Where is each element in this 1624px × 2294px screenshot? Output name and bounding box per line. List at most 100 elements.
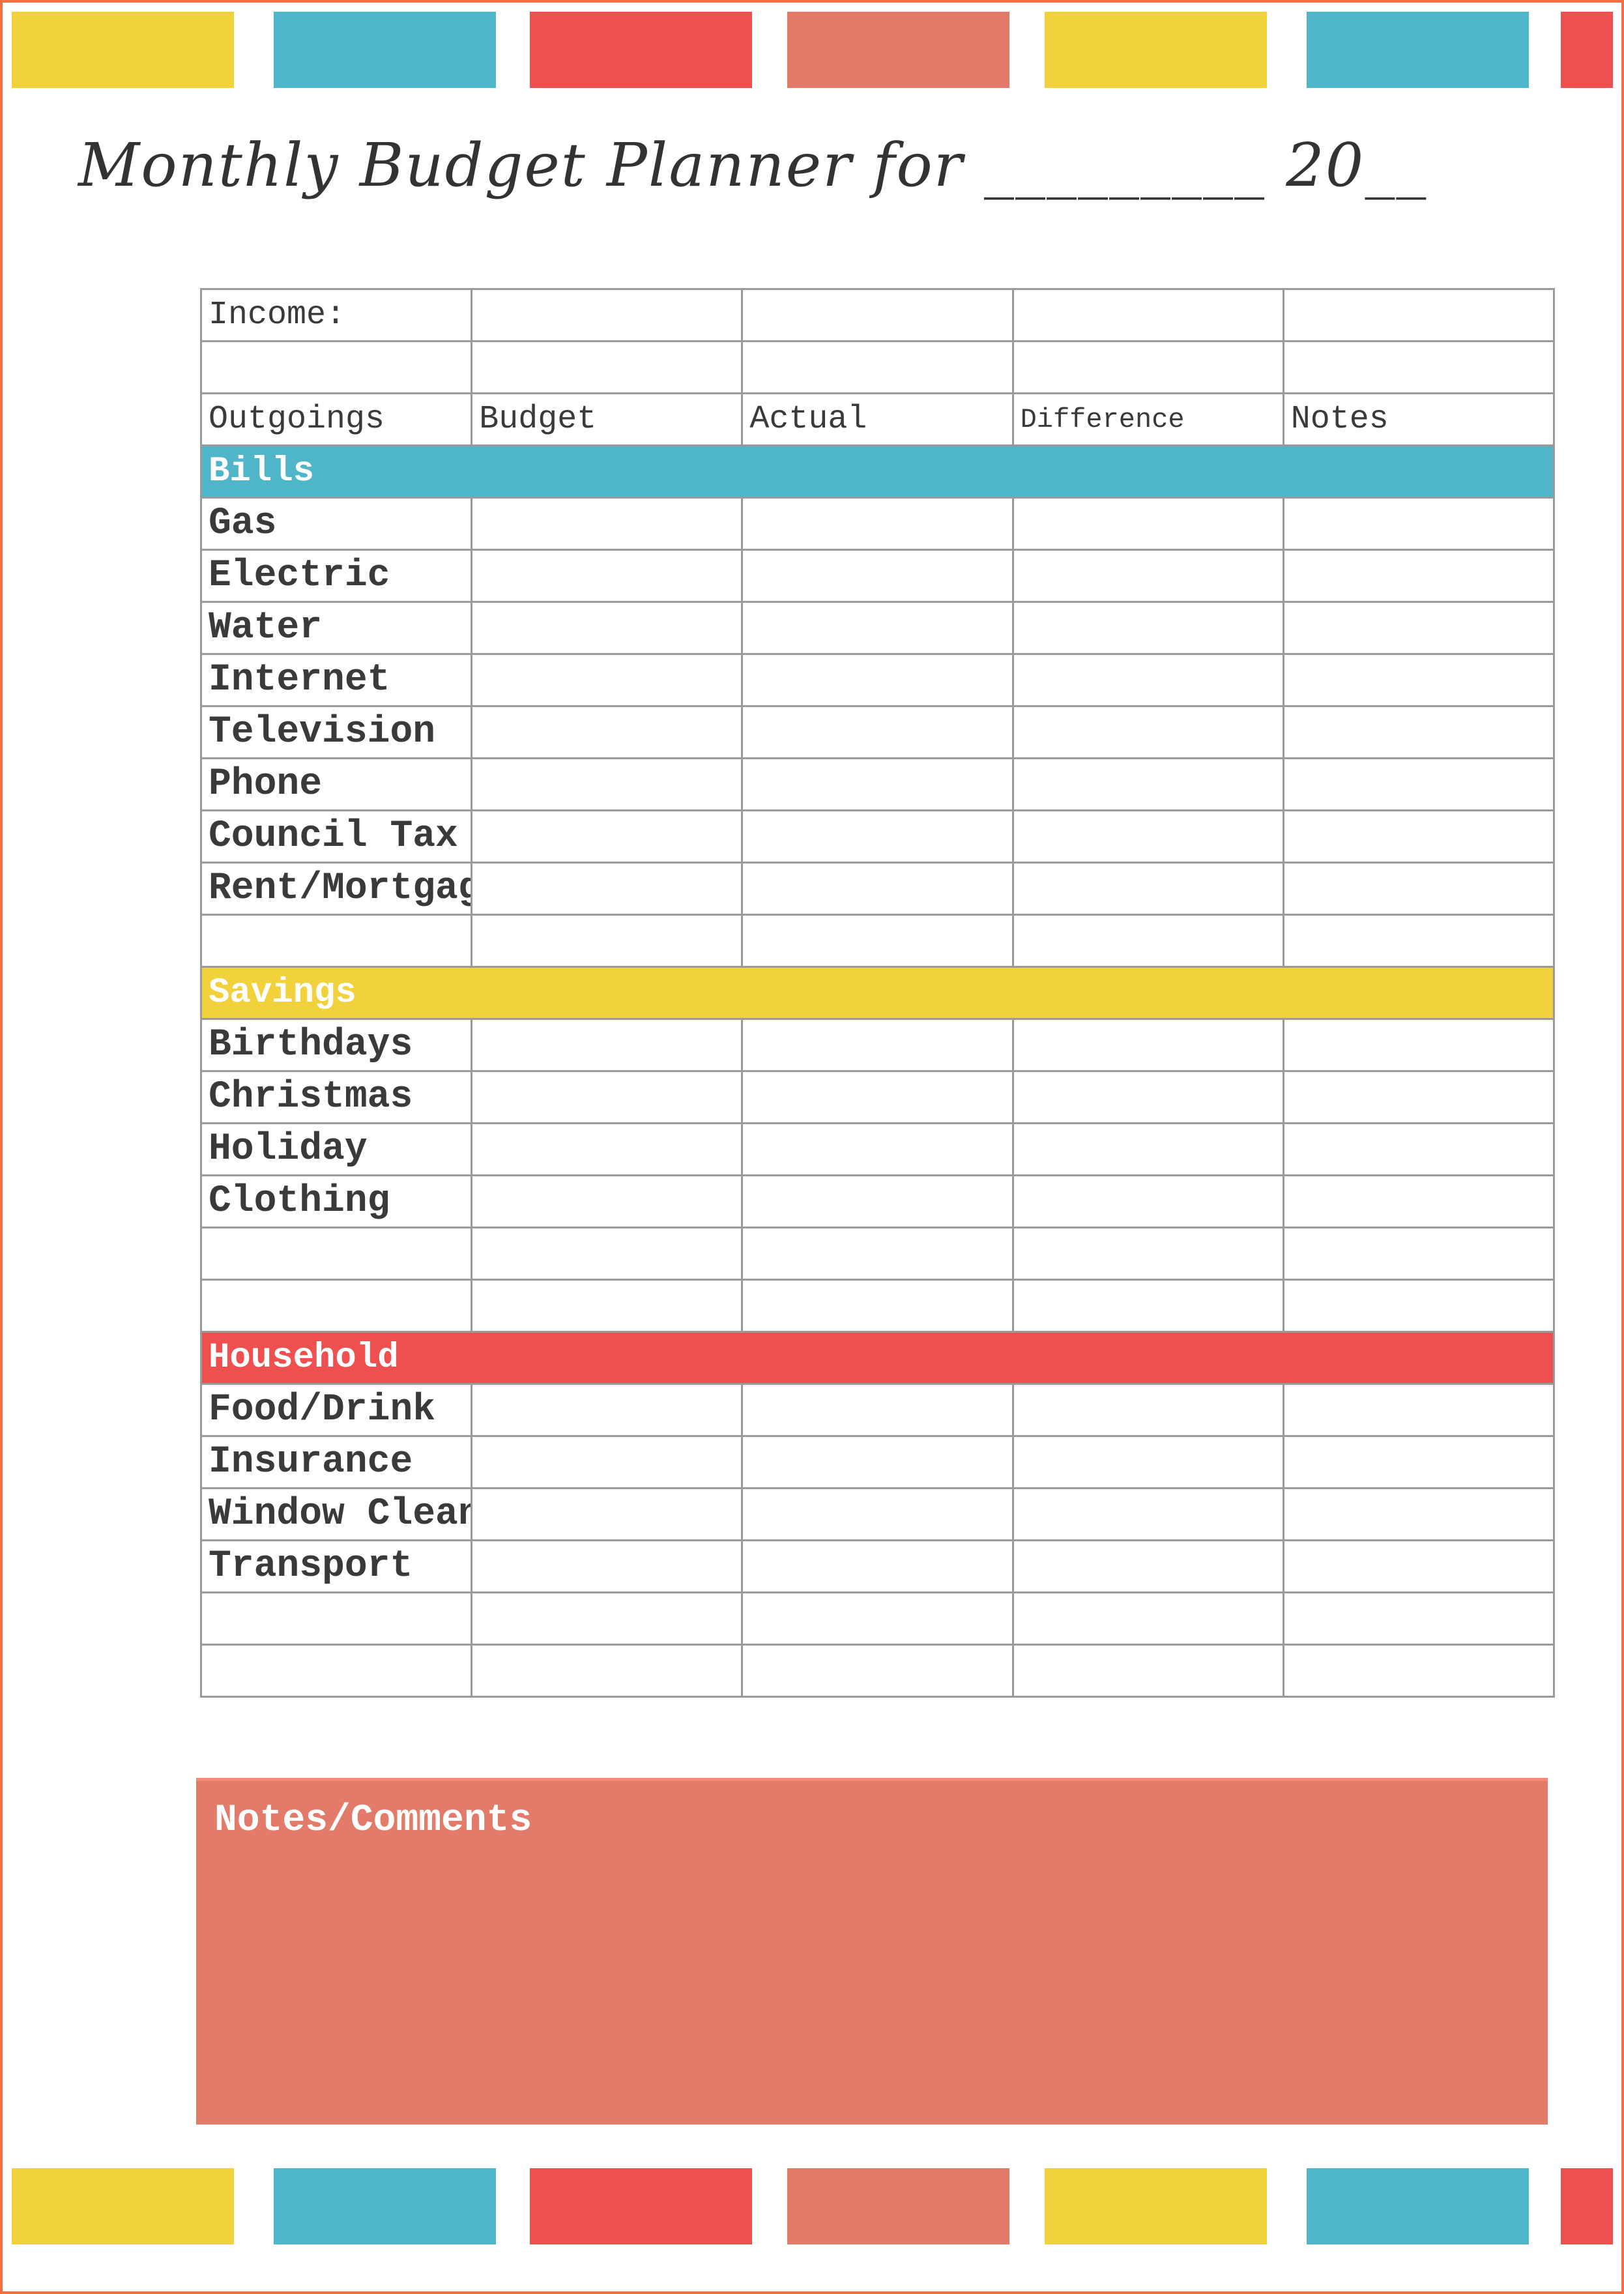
entry-cell[interactable]: [1011, 1174, 1284, 1228]
entry-cell[interactable]: [471, 1174, 744, 1228]
entry-cell[interactable]: [1282, 1122, 1556, 1176]
entry-cell[interactable]: [741, 1435, 1014, 1489]
entry-cell[interactable]: [1011, 549, 1284, 603]
entry-cell[interactable]: [741, 862, 1014, 916]
entry-cell[interactable]: [741, 1174, 1014, 1228]
entry-cell[interactable]: [741, 809, 1014, 864]
entry-cell[interactable]: [741, 1644, 1014, 1698]
entry-cell[interactable]: [741, 1539, 1014, 1593]
entry-cell[interactable]: [471, 1644, 744, 1698]
entry-cell[interactable]: [1011, 1122, 1284, 1176]
entry-cell[interactable]: [471, 705, 744, 759]
entry-cell[interactable]: [1011, 601, 1284, 655]
entry-cell[interactable]: [1282, 1435, 1556, 1489]
entry-cell[interactable]: [1282, 705, 1556, 759]
income-cell[interactable]: [471, 288, 744, 342]
blank-cell[interactable]: [1011, 340, 1284, 394]
bottom-bar-yellow: [1045, 2168, 1267, 2244]
entry-cell[interactable]: [1282, 1227, 1556, 1281]
entry-cell[interactable]: [1282, 601, 1556, 655]
entry-cell[interactable]: [741, 549, 1014, 603]
entry-cell[interactable]: [1011, 497, 1284, 551]
entry-cell[interactable]: [471, 1279, 744, 1333]
blank-cell[interactable]: [471, 340, 744, 394]
entry-cell[interactable]: [741, 1591, 1014, 1646]
entry-cell[interactable]: [1282, 1487, 1556, 1541]
entry-cell[interactable]: [1011, 1070, 1284, 1124]
entry-cell[interactable]: [741, 601, 1014, 655]
entry-cell[interactable]: [471, 653, 744, 707]
blank-cell[interactable]: [741, 340, 1014, 394]
entry-cell[interactable]: [741, 1279, 1014, 1333]
entry-cell[interactable]: [1011, 653, 1284, 707]
entry-cell[interactable]: [471, 1539, 744, 1593]
entry-cell[interactable]: [741, 705, 1014, 759]
entry-cell[interactable]: [471, 1122, 744, 1176]
entry-cell[interactable]: [741, 914, 1014, 968]
entry-cell[interactable]: [1011, 1591, 1284, 1646]
entry-cell[interactable]: [1282, 1539, 1556, 1593]
entry-cell[interactable]: [1282, 757, 1556, 811]
blank-cell[interactable]: [1282, 340, 1556, 394]
blank-cell[interactable]: [199, 340, 473, 394]
entry-cell[interactable]: [471, 914, 744, 968]
income-cell[interactable]: [1011, 288, 1284, 342]
entry-cell[interactable]: [741, 1018, 1014, 1072]
entry-cell[interactable]: [1011, 1539, 1284, 1593]
entry-cell[interactable]: [471, 757, 744, 811]
entry-cell[interactable]: [1282, 1383, 1556, 1437]
entry-cell[interactable]: [471, 1018, 744, 1072]
entry-cell[interactable]: [471, 1070, 744, 1124]
entry-cell[interactable]: [741, 1487, 1014, 1541]
entry-cell[interactable]: [1282, 1018, 1556, 1072]
entry-cell[interactable]: [741, 1122, 1014, 1176]
entry-cell[interactable]: [1282, 1644, 1556, 1698]
entry-cell[interactable]: [1282, 914, 1556, 968]
entry-cell[interactable]: [1282, 862, 1556, 916]
entry-cell[interactable]: [1011, 757, 1284, 811]
entry-cell[interactable]: [471, 862, 744, 916]
entry-cell[interactable]: [1011, 914, 1284, 968]
entry-cell[interactable]: [1011, 1279, 1284, 1333]
item-label[interactable]: [199, 1591, 473, 1646]
entry-cell[interactable]: [1282, 549, 1556, 603]
entry-cell[interactable]: [471, 497, 744, 551]
entry-cell[interactable]: [1011, 1383, 1284, 1437]
entry-cell[interactable]: [471, 1435, 744, 1489]
entry-cell[interactable]: [471, 1591, 744, 1646]
entry-cell[interactable]: [1282, 497, 1556, 551]
notes-box[interactable]: Notes/Comments: [196, 1778, 1548, 2125]
entry-cell[interactable]: [1282, 653, 1556, 707]
entry-cell[interactable]: [741, 1227, 1014, 1281]
entry-cell[interactable]: [471, 601, 744, 655]
item-label[interactable]: [199, 1227, 473, 1281]
entry-cell[interactable]: [1282, 809, 1556, 864]
entry-cell[interactable]: [1011, 705, 1284, 759]
entry-cell[interactable]: [471, 1227, 744, 1281]
item-label[interactable]: [199, 914, 473, 968]
entry-cell[interactable]: [471, 549, 744, 603]
entry-cell[interactable]: [1011, 862, 1284, 916]
item-label[interactable]: [199, 1644, 473, 1698]
entry-cell[interactable]: [471, 809, 744, 864]
entry-cell[interactable]: [471, 1487, 744, 1541]
entry-cell[interactable]: [1011, 1018, 1284, 1072]
income-cell[interactable]: [741, 288, 1014, 342]
entry-cell[interactable]: [471, 1383, 744, 1437]
entry-cell[interactable]: [1282, 1279, 1556, 1333]
entry-cell[interactable]: [1011, 1644, 1284, 1698]
entry-cell[interactable]: [1282, 1591, 1556, 1646]
entry-cell[interactable]: [741, 1383, 1014, 1437]
entry-cell[interactable]: [1011, 1435, 1284, 1489]
entry-cell[interactable]: [741, 1070, 1014, 1124]
entry-cell[interactable]: [741, 757, 1014, 811]
entry-cell[interactable]: [1282, 1174, 1556, 1228]
entry-cell[interactable]: [1011, 1487, 1284, 1541]
entry-cell[interactable]: [1011, 1227, 1284, 1281]
entry-cell[interactable]: [1011, 809, 1284, 864]
item-label[interactable]: [199, 1279, 473, 1333]
entry-cell[interactable]: [741, 653, 1014, 707]
entry-cell[interactable]: [1282, 1070, 1556, 1124]
entry-cell[interactable]: [741, 497, 1014, 551]
income-cell[interactable]: [1282, 288, 1556, 342]
